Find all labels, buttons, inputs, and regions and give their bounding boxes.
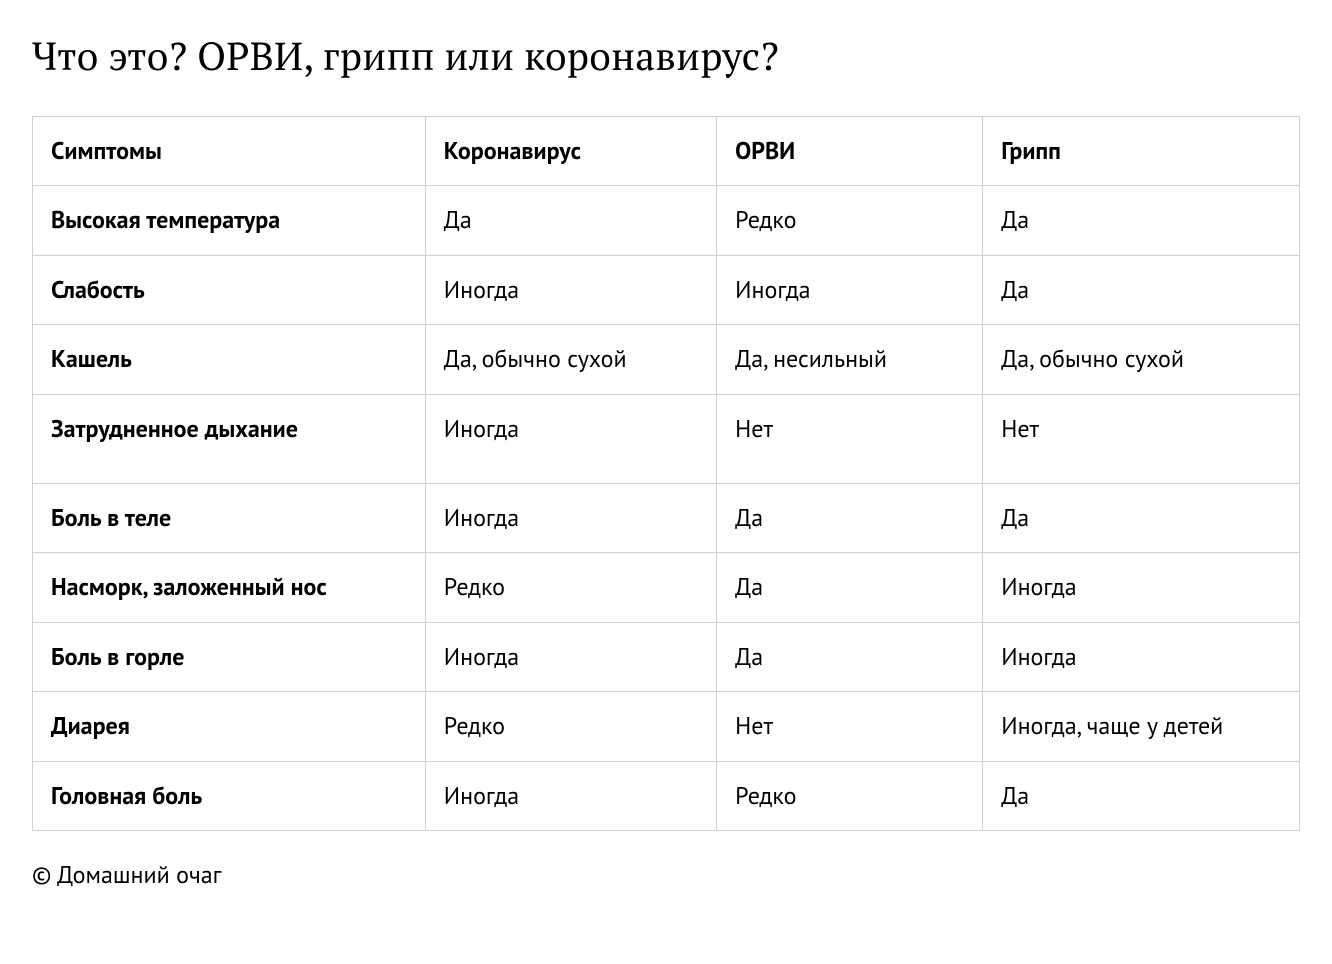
- value-cell: Да, несильный: [717, 325, 983, 394]
- value-cell: Да, обычно сухой: [983, 325, 1300, 394]
- value-cell: Иногда: [425, 761, 716, 830]
- value-cell: Да: [717, 622, 983, 691]
- symptom-cell: Затрудненное дыхание: [33, 394, 426, 483]
- table-row: Головная больИногдаРедкоДа: [33, 761, 1300, 830]
- page-title: Что это? ОРВИ, грипп или коронавирус?: [32, 30, 1300, 82]
- value-cell: Иногда: [425, 622, 716, 691]
- table-row: Насморк, заложенный носРедкоДаИногда: [33, 553, 1300, 622]
- table-row: СлабостьИногдаИногдаДа: [33, 255, 1300, 324]
- value-cell: Иногда: [983, 622, 1300, 691]
- value-cell: Да: [425, 186, 716, 255]
- value-cell: Иногда: [983, 553, 1300, 622]
- value-cell: Да: [983, 255, 1300, 324]
- col-header-coronavirus: Коронавирус: [425, 117, 716, 186]
- value-cell: Иногда, чаще у детей: [983, 692, 1300, 761]
- table-row: КашельДа, обычно сухойДа, несильныйДа, о…: [33, 325, 1300, 394]
- col-header-orvi: ОРВИ: [717, 117, 983, 186]
- symptom-cell: Слабость: [33, 255, 426, 324]
- symptom-cell: Головная боль: [33, 761, 426, 830]
- table-header-row: Симптомы Коронавирус ОРВИ Грипп: [33, 117, 1300, 186]
- comparison-table: Симптомы Коронавирус ОРВИ Грипп Высокая …: [32, 116, 1300, 831]
- value-cell: Редко: [425, 692, 716, 761]
- value-cell: Иногда: [425, 483, 716, 552]
- value-cell: Иногда: [717, 255, 983, 324]
- table-row: Высокая температураДаРедкоДа: [33, 186, 1300, 255]
- symptom-cell: Высокая температура: [33, 186, 426, 255]
- table-body: Высокая температураДаРедкоДаСлабостьИног…: [33, 186, 1300, 831]
- value-cell: Иногда: [425, 394, 716, 483]
- value-cell: Да: [983, 483, 1300, 552]
- value-cell: Редко: [425, 553, 716, 622]
- symptom-cell: Кашель: [33, 325, 426, 394]
- value-cell: Нет: [983, 394, 1300, 483]
- table-row: ДиареяРедкоНетИногда, чаще у детей: [33, 692, 1300, 761]
- value-cell: Да: [983, 186, 1300, 255]
- value-cell: Да, обычно сухой: [425, 325, 716, 394]
- symptom-cell: Диарея: [33, 692, 426, 761]
- credit-line: © Домашний очаг: [32, 859, 1300, 890]
- symptom-cell: Боль в теле: [33, 483, 426, 552]
- value-cell: Да: [717, 483, 983, 552]
- comparison-table-container: Симптомы Коронавирус ОРВИ Грипп Высокая …: [32, 116, 1300, 831]
- table-row: Боль в горлеИногдаДаИногда: [33, 622, 1300, 691]
- value-cell: Редко: [717, 186, 983, 255]
- col-header-flu: Грипп: [983, 117, 1300, 186]
- value-cell: Редко: [717, 761, 983, 830]
- table-row: Затрудненное дыханиеИногдаНетНет: [33, 394, 1300, 483]
- table-row: Боль в телеИногдаДаДа: [33, 483, 1300, 552]
- symptom-cell: Боль в горле: [33, 622, 426, 691]
- symptom-cell: Насморк, заложенный нос: [33, 553, 426, 622]
- value-cell: Да: [717, 553, 983, 622]
- value-cell: Нет: [717, 394, 983, 483]
- value-cell: Иногда: [425, 255, 716, 324]
- value-cell: Да: [983, 761, 1300, 830]
- value-cell: Нет: [717, 692, 983, 761]
- col-header-symptom: Симптомы: [33, 117, 426, 186]
